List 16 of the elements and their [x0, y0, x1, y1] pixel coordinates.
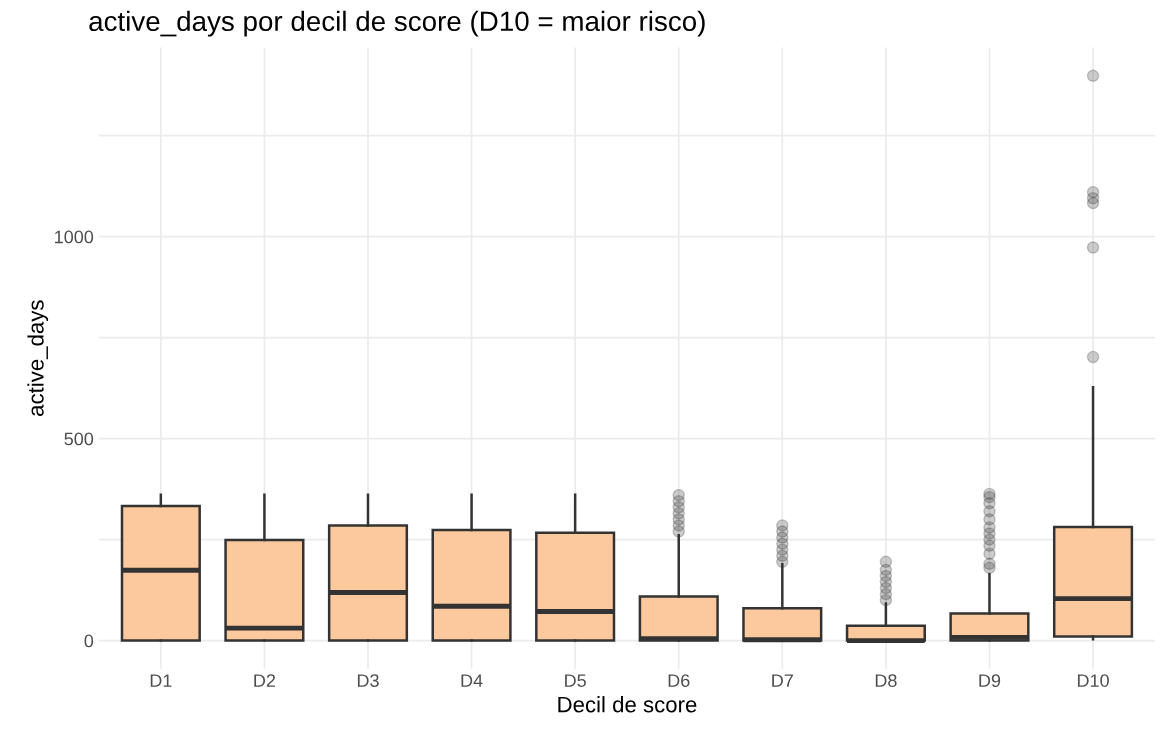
- y-tick-label: 500: [64, 432, 94, 446]
- x-tick-label: D4: [461, 674, 483, 687]
- y-tick-label: 0: [84, 634, 94, 648]
- chart-title: active_days por decil de score (D10 = maior risco): [89, 10, 705, 37]
- x-tick-label: D8: [875, 674, 897, 687]
- x-tick-label: D3: [357, 674, 379, 687]
- y-tick-label: 1000: [55, 230, 94, 244]
- x-tick-label: D7: [772, 674, 793, 687]
- x-tick-label: D10: [1077, 674, 1109, 687]
- y-axis-title: active_days: [27, 300, 49, 416]
- x-tick-label: D6: [668, 674, 690, 687]
- x-tick-label: D9: [979, 674, 1001, 687]
- x-axis-title: Decil de score: [558, 696, 697, 713]
- x-tick-label: D5: [565, 674, 586, 687]
- x-tick-label: D2: [254, 674, 276, 687]
- x-tick-label: D1: [150, 674, 172, 687]
